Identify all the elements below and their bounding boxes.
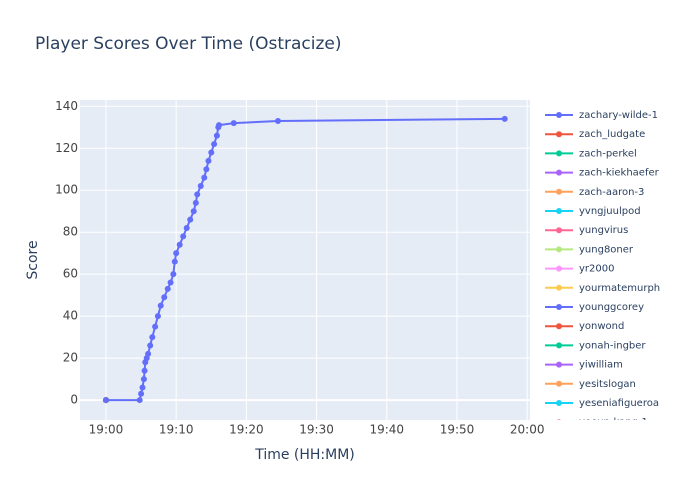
data-point bbox=[192, 199, 199, 206]
data-point bbox=[171, 258, 178, 265]
legend-label: yeeun-kang-1 bbox=[579, 417, 648, 428]
legend-label: yeseniafigueroa bbox=[579, 398, 659, 409]
x-tick-label: 19:10 bbox=[159, 423, 194, 437]
y-tick-label: 140 bbox=[55, 99, 78, 113]
data-point bbox=[138, 390, 145, 397]
y-tick-label: 20 bbox=[63, 351, 78, 365]
data-point bbox=[173, 250, 180, 257]
legend-label: yonah-ingber bbox=[579, 340, 646, 351]
legend-label: yung8oner bbox=[579, 244, 634, 255]
marks bbox=[102, 115, 508, 404]
data-point bbox=[136, 397, 143, 404]
data-point bbox=[139, 384, 146, 391]
data-point bbox=[149, 334, 156, 341]
y-tick-label: 120 bbox=[55, 141, 78, 155]
data-point bbox=[152, 323, 159, 330]
legend-label: zach_ludgate bbox=[579, 129, 645, 140]
data-point bbox=[230, 120, 237, 127]
data-point bbox=[194, 191, 201, 198]
data-point bbox=[164, 285, 171, 292]
legend-marker bbox=[556, 246, 562, 253]
data-point bbox=[190, 208, 197, 215]
data-point bbox=[274, 117, 281, 124]
legend-marker bbox=[556, 323, 562, 330]
legend-marker bbox=[556, 400, 562, 406]
legend-label: yesitslogan bbox=[579, 379, 636, 390]
data-point bbox=[140, 376, 147, 383]
data-point bbox=[197, 183, 204, 190]
legend-marker bbox=[556, 188, 562, 195]
legend-label: zach-aaron-3 bbox=[579, 187, 644, 198]
legend-label: younggcorey bbox=[579, 302, 644, 313]
legend-label: zachary-wilde-1 bbox=[579, 110, 658, 121]
legend-marker bbox=[556, 208, 562, 214]
chart-title: Player Scores Over Time (Ostracize) bbox=[35, 34, 342, 54]
data-point bbox=[170, 271, 177, 278]
legend-marker bbox=[556, 169, 562, 176]
legend-label: yvngjuulpod bbox=[579, 206, 641, 217]
data-point bbox=[203, 166, 210, 173]
plot-area bbox=[80, 100, 530, 420]
data-point bbox=[145, 350, 152, 357]
legend-marker bbox=[556, 112, 562, 118]
data-point bbox=[183, 225, 190, 231]
legend-marker bbox=[556, 150, 562, 157]
data-point bbox=[147, 342, 154, 349]
data-point bbox=[205, 157, 212, 164]
x-tick-label: 19:20 bbox=[229, 423, 264, 437]
legend-label: zach-perkel bbox=[579, 148, 637, 159]
data-point bbox=[180, 233, 187, 240]
x-tick-label: 19:30 bbox=[299, 423, 334, 437]
legend-label: yungvirus bbox=[579, 225, 628, 236]
legend-marker bbox=[556, 304, 562, 310]
data-point bbox=[216, 122, 223, 129]
data-point bbox=[208, 149, 215, 156]
legend-marker bbox=[556, 227, 562, 234]
legend-marker bbox=[556, 265, 562, 272]
data-point bbox=[154, 313, 161, 320]
y-tick-label: 60 bbox=[63, 267, 78, 281]
data-point bbox=[141, 367, 148, 374]
x-tick-label: 19:00 bbox=[89, 423, 124, 437]
legend-label: yr2000 bbox=[579, 264, 614, 275]
y-axis-label: Score bbox=[25, 240, 41, 279]
legend-label: yonwond bbox=[579, 321, 624, 332]
y-tick-label: 80 bbox=[63, 225, 78, 239]
legend: zachary-wilde-1 zach_ludgate zach-perkel za… bbox=[545, 110, 660, 428]
x-tick-label: 20:00 bbox=[510, 423, 545, 437]
x-tick-label: 19:50 bbox=[440, 423, 475, 437]
data-point bbox=[187, 216, 194, 223]
x-tick-label: 19:40 bbox=[369, 423, 404, 437]
data-point bbox=[201, 174, 208, 181]
legend-marker bbox=[556, 419, 562, 420]
data-point bbox=[102, 397, 109, 404]
data-point bbox=[161, 294, 168, 301]
data-point bbox=[167, 279, 174, 286]
legend-marker bbox=[556, 284, 562, 291]
legend-marker bbox=[556, 380, 562, 387]
data-point bbox=[176, 241, 183, 248]
data-point bbox=[211, 141, 218, 148]
legend-marker bbox=[556, 131, 562, 138]
legend-label: zach-kiekhaefer bbox=[579, 168, 660, 179]
data-point bbox=[157, 302, 164, 309]
data-point bbox=[213, 132, 220, 139]
legend-marker bbox=[556, 361, 562, 368]
y-tick-label: 100 bbox=[55, 183, 78, 197]
legend-marker bbox=[556, 342, 562, 349]
grid: 0 20 40 60 80 100 120 140 19:00 19:10 19:20 19:30 19… bbox=[55, 99, 544, 437]
legend-label: yiwilliam bbox=[579, 360, 623, 371]
x-axis-label: Time (HH:MM) bbox=[254, 447, 355, 463]
y-tick-label: 40 bbox=[63, 309, 78, 323]
legend-label: yourmatemurph bbox=[579, 283, 660, 294]
y-tick-label: 0 bbox=[70, 393, 78, 407]
data-point bbox=[501, 115, 508, 122]
